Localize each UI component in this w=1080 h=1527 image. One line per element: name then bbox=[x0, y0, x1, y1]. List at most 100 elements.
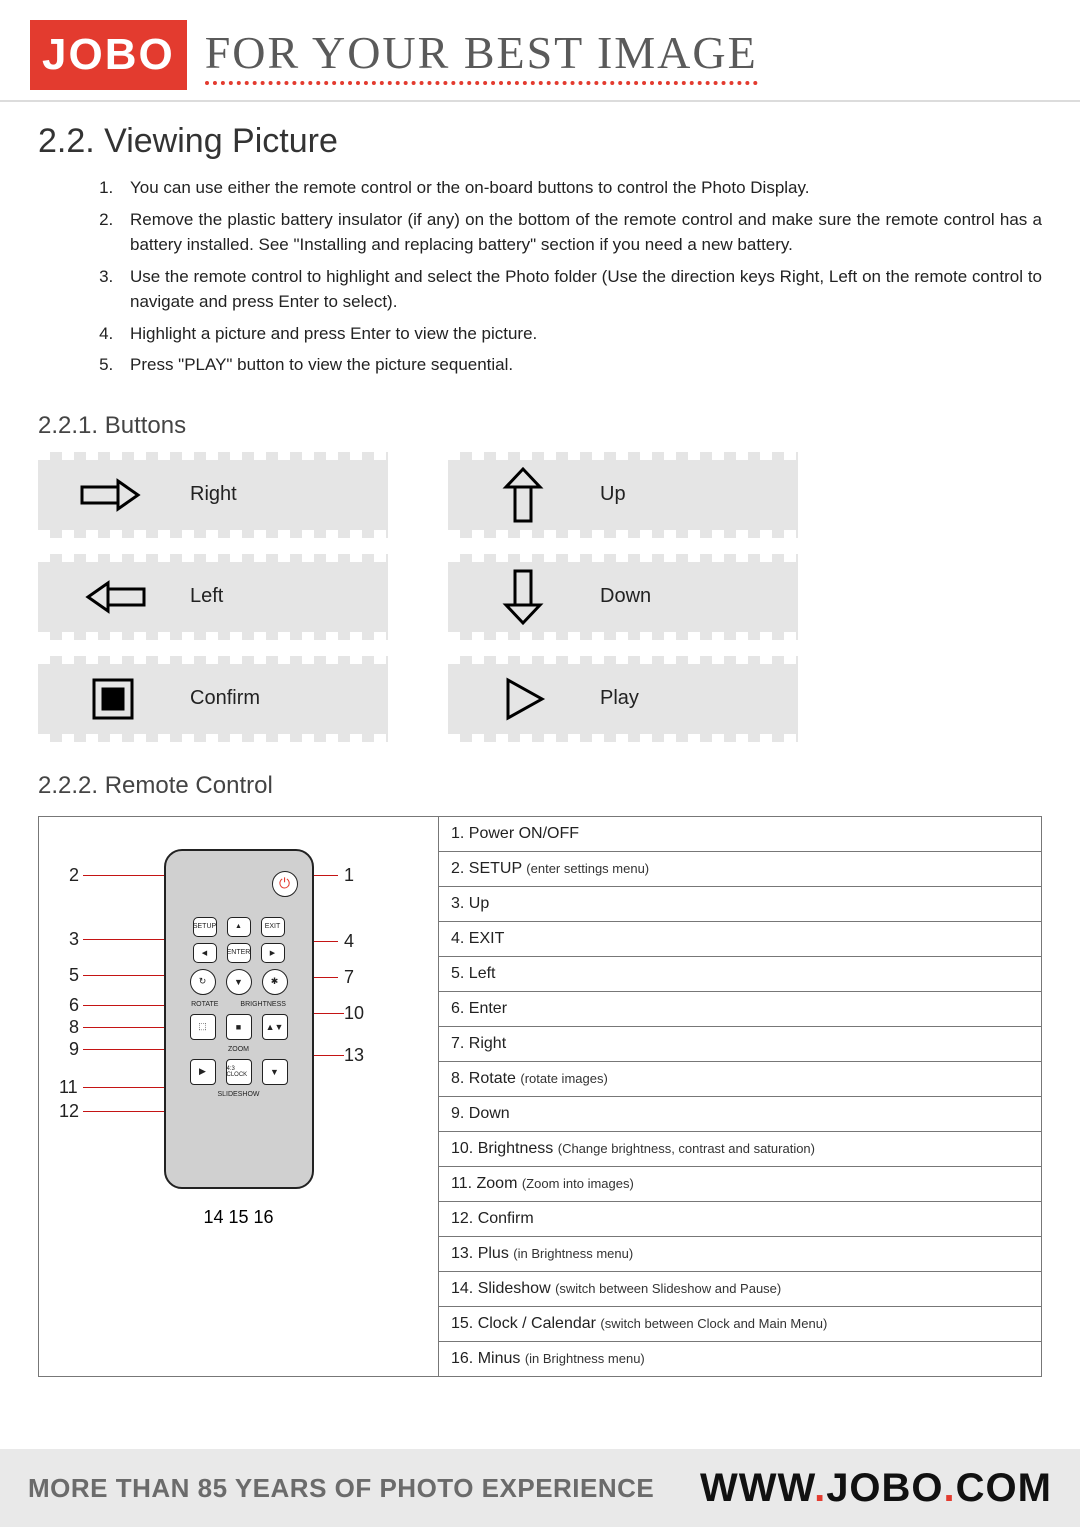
brightness-label: BRIGHTNESS bbox=[240, 1001, 286, 1008]
legend-row: 7. Right bbox=[439, 1026, 1041, 1061]
url-dot: . bbox=[814, 1466, 826, 1510]
url-part: COM bbox=[956, 1466, 1052, 1510]
callout-num: 2 bbox=[69, 865, 79, 886]
legend-row: 15. Clock / Calendar (switch between Clo… bbox=[439, 1306, 1041, 1341]
legend-cell: 4. EXIT bbox=[439, 921, 1041, 956]
callout-num: 7 bbox=[344, 967, 354, 988]
instruction-item: Press "PLAY" button to view the picture … bbox=[118, 352, 1042, 378]
arrow-down-icon bbox=[468, 567, 578, 627]
button-tile-up: Up bbox=[448, 456, 798, 534]
clock-button: 4:3 CLOCK bbox=[226, 1059, 252, 1085]
legend-row: 9. Down bbox=[439, 1096, 1041, 1131]
remote-body: ⏻ SETUP ▲ EXIT ◀ ENTER ▶ ↻ ▼ ✱ bbox=[164, 849, 314, 1189]
slideshow-label: SLIDESHOW bbox=[166, 1091, 312, 1098]
url-dot: . bbox=[944, 1466, 956, 1510]
instruction-list: You can use either the remote control or… bbox=[38, 175, 1042, 378]
brightness-button: ✱ bbox=[262, 969, 288, 995]
legend-cell: 12. Confirm bbox=[439, 1201, 1041, 1236]
button-tile-right: Right bbox=[38, 456, 388, 534]
play-icon bbox=[468, 674, 578, 724]
legend-row: 5. Left bbox=[439, 956, 1041, 991]
exit-button: EXIT bbox=[261, 917, 285, 937]
slideshow-button: ▶ bbox=[190, 1059, 216, 1085]
legend-cell: 16. Minus (in Brightness menu) bbox=[439, 1341, 1041, 1376]
rotate-button: ↻ bbox=[190, 969, 216, 995]
callout-num: 6 bbox=[69, 995, 79, 1016]
setup-button: SETUP bbox=[193, 917, 217, 937]
stop-button: ■ bbox=[226, 1014, 252, 1040]
legend-cell: 7. Right bbox=[439, 1026, 1041, 1061]
legend-row: 8. Rotate (rotate images) bbox=[439, 1061, 1041, 1096]
button-tile-down: Down bbox=[448, 558, 798, 636]
tagline: FOR YOUR BEST IMAGE bbox=[205, 26, 758, 85]
confirm-icon bbox=[58, 674, 168, 724]
legend-cell: 2. SETUP (enter settings menu) bbox=[439, 851, 1041, 886]
legend-row: 1. Power ON/OFF bbox=[439, 817, 1041, 852]
page-footer: MORE THAN 85 YEARS OF PHOTO EXPERIENCE W… bbox=[0, 1449, 1080, 1527]
logo: JOBO bbox=[30, 20, 187, 90]
button-label: Left bbox=[190, 585, 223, 608]
legend-cell: 14. Slideshow (switch between Slideshow … bbox=[439, 1271, 1041, 1306]
plus-button: ▲▼ bbox=[262, 1014, 288, 1040]
legend-row: 6. Enter bbox=[439, 991, 1041, 1026]
button-tile-play: Play bbox=[448, 660, 798, 738]
instruction-item: Use the remote control to highlight and … bbox=[118, 264, 1042, 315]
left-button: ◀ bbox=[193, 943, 217, 963]
instruction-item: You can use either the remote control or… bbox=[118, 175, 1042, 201]
buttons-grid: Right Up Left Down Confi bbox=[38, 456, 798, 738]
button-label: Play bbox=[600, 687, 639, 710]
arrow-left-icon bbox=[58, 577, 168, 617]
callout-num: 9 bbox=[69, 1039, 79, 1060]
callout-num: 4 bbox=[344, 931, 354, 952]
section-title: 2.2. Viewing Picture bbox=[38, 122, 1042, 161]
legend-cell: 13. Plus (in Brightness menu) bbox=[439, 1236, 1041, 1271]
footer-url: WWW.JOBO.COM bbox=[700, 1466, 1052, 1511]
zoom-label: ZOOM bbox=[166, 1046, 312, 1053]
legend-cell: 11. Zoom (Zoom into images) bbox=[439, 1166, 1041, 1201]
callout-num: 8 bbox=[69, 1017, 79, 1038]
instruction-item: Highlight a picture and press Enter to v… bbox=[118, 321, 1042, 347]
legend-row: 14. Slideshow (switch between Slideshow … bbox=[439, 1271, 1041, 1306]
up-button: ▲ bbox=[227, 917, 251, 937]
button-label: Down bbox=[600, 585, 651, 608]
legend-row: 13. Plus (in Brightness menu) bbox=[439, 1236, 1041, 1271]
remote-legend: 1. Power ON/OFF2. SETUP (enter settings … bbox=[439, 817, 1041, 1376]
callout-num: 1 bbox=[344, 865, 354, 886]
button-tile-confirm: Confirm bbox=[38, 660, 388, 738]
arrow-right-icon bbox=[58, 475, 168, 515]
legend-row: 11. Zoom (Zoom into images) bbox=[439, 1166, 1041, 1201]
legend-cell: 8. Rotate (rotate images) bbox=[439, 1061, 1041, 1096]
callout-num: 3 bbox=[69, 929, 79, 950]
button-label: Right bbox=[190, 483, 237, 506]
legend-cell: 1. Power ON/OFF bbox=[439, 817, 1041, 852]
right-button: ▶ bbox=[261, 943, 285, 963]
button-label: Confirm bbox=[190, 687, 260, 710]
arrow-up-icon bbox=[468, 465, 578, 525]
callout-num: 5 bbox=[69, 965, 79, 986]
callout-num: 11 bbox=[59, 1077, 78, 1098]
legend-row: 16. Minus (in Brightness menu) bbox=[439, 1341, 1041, 1376]
enter-button: ENTER bbox=[227, 943, 251, 963]
legend-row: 12. Confirm bbox=[439, 1201, 1041, 1236]
down-button: ▼ bbox=[226, 969, 252, 995]
callout-num: 10 bbox=[344, 1003, 364, 1024]
legend-cell: 15. Clock / Calendar (switch between Clo… bbox=[439, 1306, 1041, 1341]
legend-row: 4. EXIT bbox=[439, 921, 1041, 956]
legend-cell: 9. Down bbox=[439, 1096, 1041, 1131]
remote-diagram: 2 3 5 6 8 9 11 12 1 4 7 10 13 bbox=[39, 817, 439, 1376]
power-icon: ⏻ bbox=[272, 871, 298, 897]
url-part: JOBO bbox=[826, 1466, 943, 1510]
legend-cell: 3. Up bbox=[439, 886, 1041, 921]
url-part: WWW bbox=[700, 1466, 814, 1510]
legend-table: 1. Power ON/OFF2. SETUP (enter settings … bbox=[439, 817, 1041, 1376]
tagline-wrap: FOR YOUR BEST IMAGE bbox=[205, 26, 1050, 85]
minus-button: ▼ bbox=[262, 1059, 288, 1085]
callout-num: 12 bbox=[59, 1101, 79, 1122]
zoom-button: ⬚ bbox=[190, 1014, 216, 1040]
legend-cell: 5. Left bbox=[439, 956, 1041, 991]
bottom-callouts: 14 15 16 bbox=[55, 1207, 422, 1228]
instruction-item: Remove the plastic battery insulator (if… bbox=[118, 207, 1042, 258]
legend-cell: 6. Enter bbox=[439, 991, 1041, 1026]
page-header: JOBO FOR YOUR BEST IMAGE bbox=[0, 0, 1080, 102]
button-tile-left: Left bbox=[38, 558, 388, 636]
